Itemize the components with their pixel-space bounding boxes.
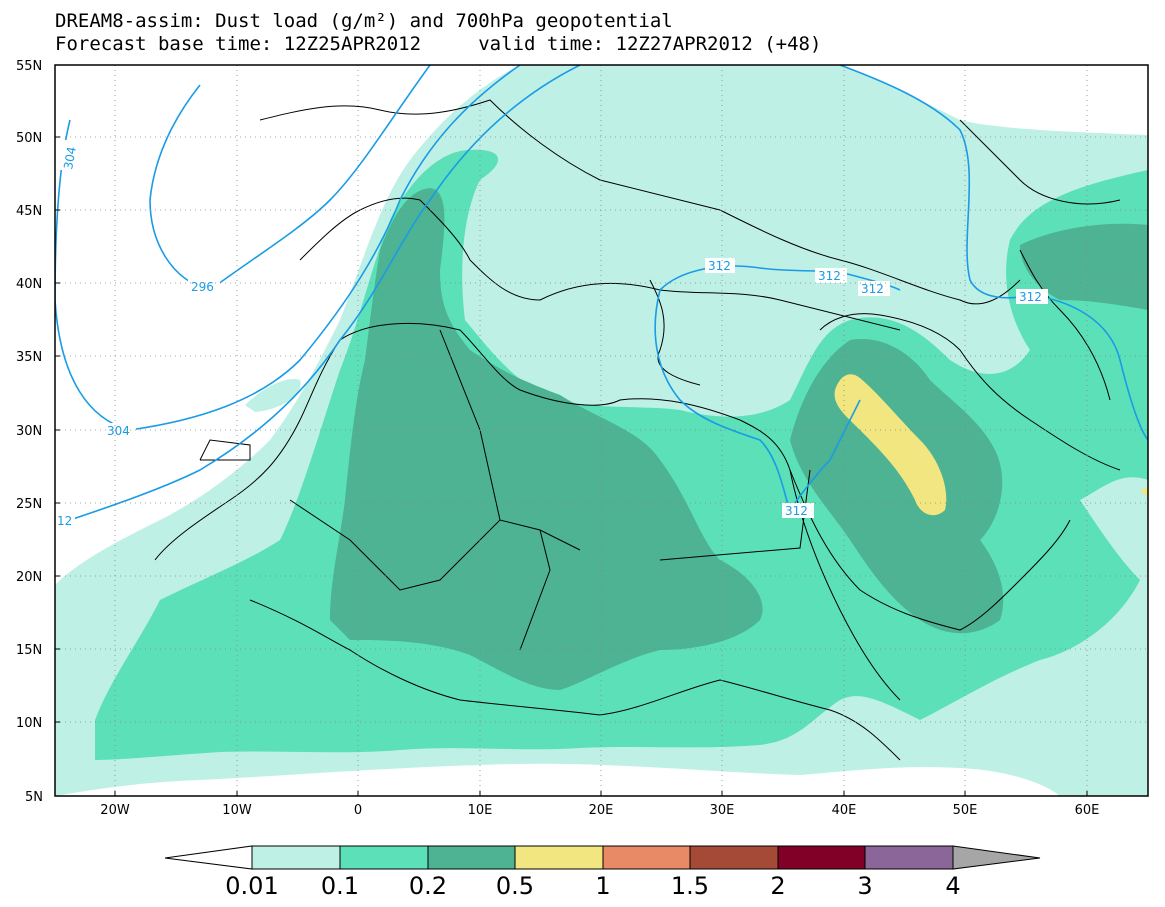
legend-swatch <box>251 845 341 870</box>
legend-label: 1.5 <box>671 872 709 900</box>
lon-label: 40E <box>832 803 857 818</box>
contour-label: 312 <box>861 282 884 296</box>
lat-label: 35N <box>16 350 42 365</box>
gridlines <box>55 65 1148 796</box>
contour-label: 312 <box>1019 290 1042 304</box>
legend-label: 0.2 <box>409 872 447 900</box>
lon-label: 10E <box>468 803 493 818</box>
map-title: DREAM8-assim: Dust load (g/m²) and 700hP… <box>55 10 673 32</box>
lat-label: 45N <box>16 204 42 219</box>
legend-swatch <box>864 845 954 870</box>
color-legend <box>164 845 1041 870</box>
longitude-labels: 20W 10W 0 10E 20E 30E 40E 50E 60E <box>100 803 1099 818</box>
contour-label: 304 <box>107 424 130 438</box>
dust-region-0.2 <box>330 188 763 690</box>
contour-label: 12 <box>57 514 72 528</box>
lat-label: 5N <box>25 790 43 805</box>
contour-label: 312 <box>818 269 841 283</box>
legend-label: 1 <box>595 872 610 900</box>
contour-label: 296 <box>191 280 214 294</box>
lat-label: 10N <box>16 716 42 731</box>
dust-region-0.5-patch <box>1140 486 1148 496</box>
tick-marks <box>55 64 1088 796</box>
legend-swatch <box>514 845 604 870</box>
lat-label: 15N <box>16 643 42 658</box>
legend-swatch-below <box>164 845 253 870</box>
legend-swatch <box>339 845 429 870</box>
lat-label: 20N <box>16 570 42 585</box>
lon-label: 30E <box>710 803 735 818</box>
legend-swatch <box>427 845 516 870</box>
legend-label: 0.1 <box>321 872 359 900</box>
dust-region-0.5 <box>834 374 947 516</box>
contour-label: 304 <box>61 146 79 171</box>
map-subtitle: Forecast base time: 12Z25APR2012 valid t… <box>55 33 822 55</box>
legend-label: 0.01 <box>225 872 278 900</box>
contour-label: 312 <box>708 259 731 273</box>
legend-labels: 0.01 0.1 0.2 0.5 1 1.5 2 3 4 <box>225 872 960 900</box>
legend-label: 3 <box>857 872 872 900</box>
lon-label: 20E <box>589 803 614 818</box>
lat-label: 40N <box>16 277 42 292</box>
legend-swatch <box>602 845 691 870</box>
dust-region-0.01-patch <box>245 379 301 412</box>
contour-labels: 304 296 304 12 312 312 312 312 312 <box>55 140 1048 528</box>
legend-swatch <box>777 845 866 870</box>
legend-swatch <box>689 845 779 870</box>
latitude-labels: 55N 50N 45N 40N 35N 30N 25N 20N 15N 10N … <box>16 59 43 805</box>
lat-label: 30N <box>16 424 42 439</box>
lon-label: 20W <box>100 803 130 818</box>
lon-label: 50E <box>953 803 978 818</box>
lon-label: 0 <box>354 803 362 818</box>
lat-label: 55N <box>16 59 42 74</box>
coastlines <box>154 99 1121 761</box>
lon-label: 60E <box>1075 803 1100 818</box>
legend-label: 4 <box>945 872 960 900</box>
lat-label: 25N <box>16 497 42 512</box>
lat-label: 50N <box>16 131 42 146</box>
dust-region-0.2-caspian <box>1020 223 1148 310</box>
legend-swatch-above <box>952 845 1041 870</box>
lon-label: 10W <box>222 803 252 818</box>
contour-label: 312 <box>785 504 808 518</box>
legend-label: 2 <box>770 872 785 900</box>
legend-label: 0.5 <box>496 872 534 900</box>
